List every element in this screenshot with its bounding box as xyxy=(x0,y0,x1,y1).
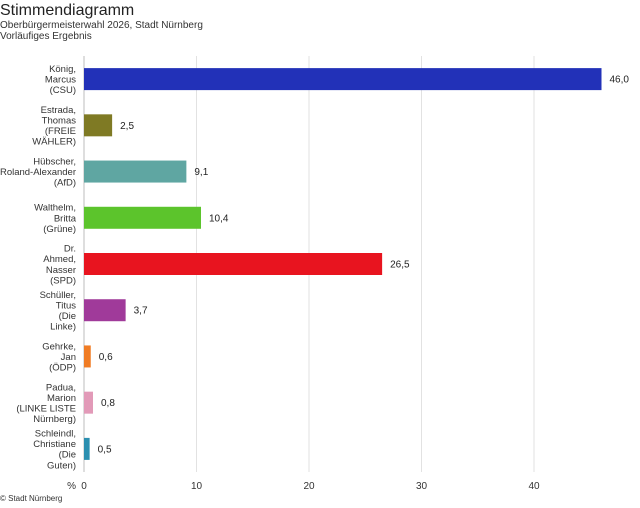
category-label: Gehrke, Jan (ÖDP) xyxy=(42,341,76,373)
category-label: Schüller, Titus (Die Linke) xyxy=(40,290,77,333)
bar xyxy=(84,299,126,322)
category-label: Padua, Marion (LINKE LISTE Nürnberg) xyxy=(16,382,76,425)
x-tick-label: 30 xyxy=(416,481,428,492)
result-status: Vorläufiges Ergebnis xyxy=(0,31,92,42)
x-tick-label: 0 xyxy=(81,481,87,492)
category-label: Dr. Ahmed, Nasser (SPD) xyxy=(43,244,76,287)
bar xyxy=(84,437,90,460)
category-label: Estrada, Thomas (FREIE WÄHLER) xyxy=(32,105,76,148)
bar-value-label: 0,8 xyxy=(101,398,115,409)
bar-value-label: 0,6 xyxy=(99,352,113,363)
category-label: Hübscher, Roland-Alexander (AfD) xyxy=(0,156,76,188)
x-axis-label: % xyxy=(67,481,76,492)
x-tick-label: 10 xyxy=(191,481,203,492)
x-tick-label: 20 xyxy=(303,481,315,492)
bar xyxy=(84,68,602,91)
bar-value-label: 2,5 xyxy=(120,121,134,132)
bar-value-label: 10,4 xyxy=(209,213,229,224)
bar xyxy=(84,114,113,137)
chart-title: Stimmendiagramm xyxy=(0,2,135,19)
bar-value-label: 9,1 xyxy=(194,167,208,178)
bar-value-label: 26,5 xyxy=(390,260,410,271)
category-label: Schleindl, Christiane (Die Guten) xyxy=(33,428,76,471)
bar xyxy=(84,206,201,229)
copyright-note: © Stadt Nürnberg xyxy=(0,494,63,503)
bar xyxy=(84,391,93,414)
category-label: König, Marcus (CSU) xyxy=(45,64,76,96)
x-tick-label: 40 xyxy=(528,481,540,492)
chart-subtitle: Oberbürgermeisterwahl 2026, Stadt Nürnbe… xyxy=(0,20,203,31)
bar xyxy=(84,160,187,183)
bar-value-label: 0,5 xyxy=(98,444,112,455)
bar xyxy=(84,345,91,368)
bar-value-label: 46,0 xyxy=(610,75,630,86)
bar xyxy=(84,253,383,275)
bar-value-label: 3,7 xyxy=(134,306,148,317)
category-label: Walthelm, Britta (Grüne) xyxy=(34,203,77,235)
